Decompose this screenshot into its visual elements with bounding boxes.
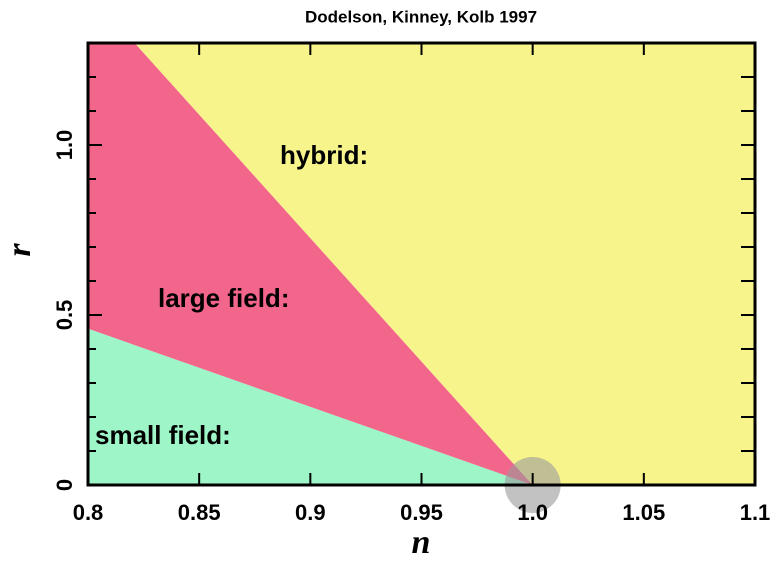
y-tick-label: 1.0 bbox=[52, 130, 77, 161]
x-tick-label: 0.9 bbox=[295, 500, 326, 525]
x-tick-label: 1.0 bbox=[517, 500, 548, 525]
x-tick-label: 0.95 bbox=[400, 500, 443, 525]
region bbox=[88, 43, 533, 485]
x-tick-label: 0.8 bbox=[73, 500, 104, 525]
x-axis-label: n bbox=[412, 524, 431, 559]
x-tick-label: 1.05 bbox=[622, 500, 665, 525]
region-label: small field: bbox=[95, 420, 231, 450]
x-tick-label: 0.85 bbox=[178, 500, 221, 525]
x-tick-label: 1.1 bbox=[740, 500, 771, 525]
region-label: hybrid: bbox=[280, 140, 368, 170]
region bbox=[134, 43, 755, 485]
region-label: large field: bbox=[158, 283, 289, 313]
y-tick-label: 0 bbox=[52, 479, 77, 491]
y-tick-label: 0.5 bbox=[52, 300, 77, 331]
region bbox=[88, 328, 533, 485]
y-axis-label: r bbox=[1, 243, 38, 257]
chart-title: Dodelson, Kinney, Kolb 1997 bbox=[305, 7, 537, 26]
